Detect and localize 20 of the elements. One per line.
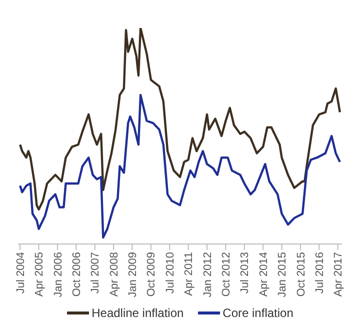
- x-tick-label: Apr 2017: [332, 252, 345, 297]
- x-tick-label: Jan 2012: [202, 252, 214, 298]
- x-tick-label: Oct 2006: [70, 252, 83, 297]
- legend-label: Headline inflation: [92, 306, 184, 320]
- legend-label: Core inflation: [222, 306, 294, 320]
- x-tick-label: Oct 2009: [146, 252, 158, 297]
- x-tick-label: Jan 2015: [276, 252, 289, 298]
- x-tick-label: Oct 2012: [220, 252, 232, 297]
- x-tick-label: Apr 2008: [108, 252, 120, 297]
- x-tick-label: Jul 2016: [314, 252, 326, 294]
- x-tick-label: Jul 2007: [90, 252, 102, 294]
- x-tick-label: Apr 2005: [34, 252, 46, 297]
- x-tick-label: Jul 2013: [239, 252, 252, 294]
- x-tick-label: Apr 2011: [183, 252, 196, 296]
- x-tick-label: Jul 2004: [14, 252, 27, 294]
- x-tick-label: Jan 2006: [52, 252, 64, 298]
- x-tick-label: Apr 2014: [258, 252, 270, 297]
- x-tick-label: Jan 2009: [127, 252, 140, 298]
- x-tick-label: Jul 2010: [164, 252, 176, 294]
- x-tick-label: Oct 2015: [295, 252, 308, 297]
